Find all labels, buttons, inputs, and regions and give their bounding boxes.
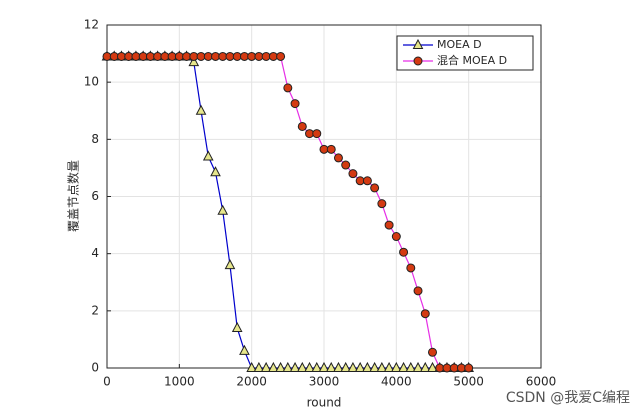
data-point [427, 361, 438, 372]
data-point [341, 160, 351, 170]
legend-label: MOEA D [437, 38, 482, 51]
data-point [283, 83, 293, 93]
x-tick-label: 0 [103, 375, 111, 389]
y-tick-label: 4 [91, 246, 99, 260]
data-point [406, 263, 416, 273]
data-point [399, 247, 409, 257]
data-point [405, 361, 417, 372]
x-tick-label: 5000 [453, 375, 484, 389]
y-tick-label: 8 [91, 132, 99, 146]
data-point [224, 259, 236, 270]
x-tick-label: 2000 [236, 375, 267, 389]
data-point [333, 153, 343, 163]
data-point [289, 361, 301, 372]
y-tick-label: 12 [84, 18, 99, 32]
data-point [188, 56, 200, 67]
data-point [282, 361, 294, 372]
data-point [420, 309, 430, 319]
x-tick-label: 3000 [309, 375, 340, 389]
data-point [413, 286, 423, 296]
x-tick-label: 4000 [381, 375, 412, 389]
data-point [419, 361, 431, 372]
data-point [325, 361, 337, 372]
data-point [383, 361, 395, 372]
data-point [376, 361, 388, 372]
data-point [217, 204, 229, 215]
data-point [391, 232, 401, 242]
data-point [202, 150, 214, 161]
data-point [304, 361, 315, 372]
data-point [268, 361, 279, 372]
data-point [253, 361, 265, 372]
data-point [210, 166, 221, 177]
data-point [246, 361, 257, 372]
x-axis-label: round [307, 396, 342, 410]
data-point [362, 176, 372, 186]
data-point [428, 347, 437, 357]
data-point [377, 199, 387, 209]
data-point [318, 361, 330, 372]
data-point [348, 169, 358, 179]
data-point [354, 361, 366, 372]
data-point [391, 361, 402, 372]
data-point [195, 104, 207, 115]
data-point [362, 361, 373, 372]
data-point [384, 220, 394, 230]
y-tick-label: 6 [91, 189, 99, 203]
data-point [398, 361, 409, 372]
data-point [412, 361, 424, 372]
y-tick-label: 0 [91, 361, 99, 375]
x-tick-label: 1000 [164, 375, 195, 389]
data-point [311, 361, 323, 372]
watermark: CSDN @我爱C编程 [506, 390, 630, 406]
data-point [370, 183, 380, 193]
data-point [231, 321, 243, 332]
x-tick-label: 6000 [526, 375, 557, 389]
legend-marker [413, 56, 423, 66]
data-point [260, 361, 272, 372]
data-point [275, 361, 286, 372]
data-point [369, 361, 380, 372]
legend-label: 混合 MOEA D [437, 53, 507, 67]
data-point [297, 121, 307, 131]
legend-marker [412, 38, 424, 49]
data-point [312, 129, 322, 139]
data-point [340, 361, 352, 372]
data-point [347, 361, 359, 372]
data-point [290, 99, 300, 109]
y-tick-label: 2 [91, 303, 99, 317]
y-axis-label: 覆盖节点数量 [66, 160, 81, 232]
data-point [239, 344, 250, 355]
data-point [276, 51, 286, 61]
data-point [333, 361, 344, 372]
y-tick-label: 10 [84, 75, 99, 89]
data-point [296, 361, 308, 372]
data-point [464, 363, 474, 373]
data-point [326, 144, 336, 154]
